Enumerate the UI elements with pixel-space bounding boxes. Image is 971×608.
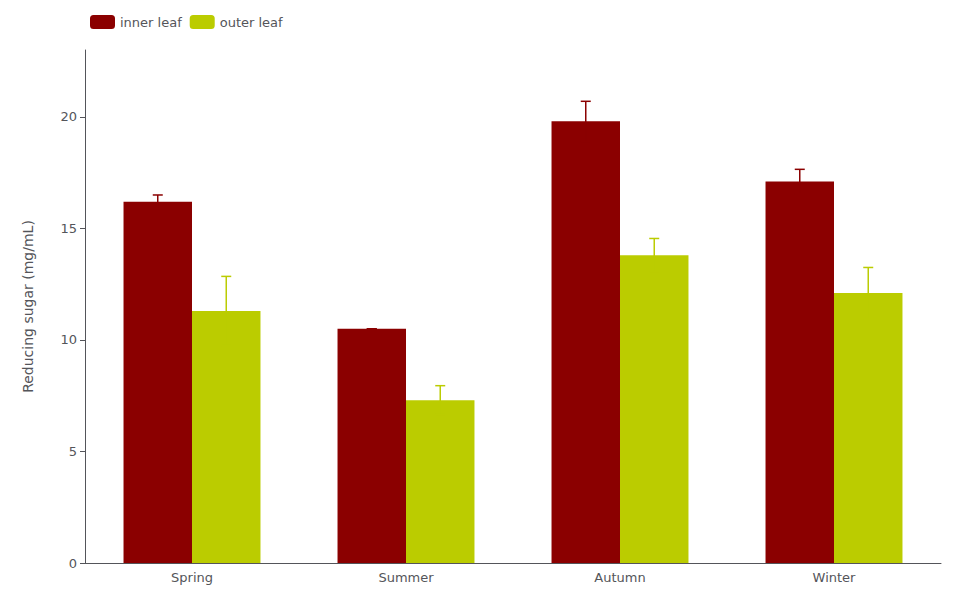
svg-text:10: 10: [60, 332, 77, 347]
svg-text:Summer: Summer: [378, 570, 434, 585]
svg-text:Autumn: Autumn: [594, 570, 645, 585]
svg-text:5: 5: [69, 444, 77, 459]
svg-text:Winter: Winter: [813, 570, 857, 585]
svg-text:0: 0: [69, 556, 77, 571]
svg-text:Spring: Spring: [171, 570, 213, 585]
svg-text:inner leaf: inner leaf: [120, 15, 182, 30]
svg-text:20: 20: [60, 109, 77, 124]
svg-text:15: 15: [60, 221, 77, 236]
svg-text:outer leaf: outer leaf: [220, 15, 283, 30]
svg-text:Reducing sugar (mg/mL): Reducing sugar (mg/mL): [20, 220, 36, 393]
